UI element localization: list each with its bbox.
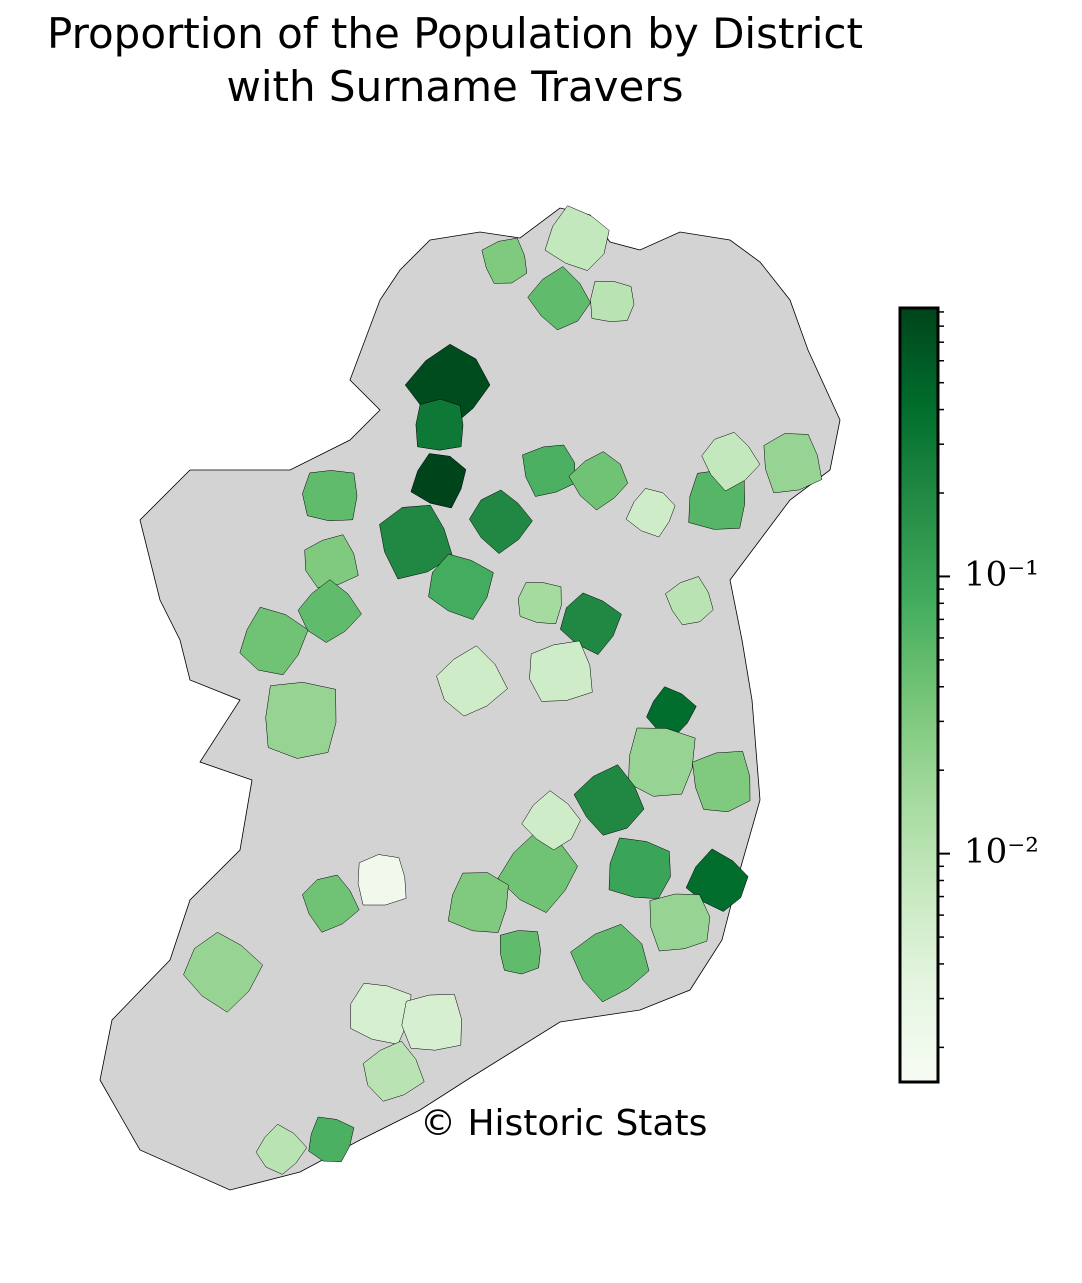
district bbox=[183, 932, 264, 1013]
title-line: Proportion of the Population by District bbox=[47, 9, 863, 58]
district bbox=[522, 444, 575, 497]
district bbox=[685, 848, 749, 912]
district bbox=[363, 1040, 425, 1102]
district bbox=[302, 470, 358, 522]
district bbox=[573, 764, 645, 836]
district bbox=[481, 237, 528, 284]
district bbox=[570, 924, 650, 1003]
district bbox=[379, 504, 453, 580]
district bbox=[527, 266, 591, 331]
colorbar: 10⁻¹ 10⁻² bbox=[898, 306, 1039, 1084]
district bbox=[608, 837, 671, 899]
district bbox=[568, 451, 629, 511]
district bbox=[239, 606, 309, 676]
district bbox=[436, 645, 508, 717]
tick-label: 10⁻² bbox=[964, 832, 1039, 872]
district bbox=[544, 205, 610, 271]
district bbox=[357, 854, 407, 906]
district bbox=[469, 489, 533, 554]
district bbox=[410, 453, 467, 509]
district bbox=[560, 592, 622, 655]
district bbox=[625, 488, 676, 538]
district bbox=[308, 1116, 355, 1162]
district bbox=[529, 640, 593, 702]
colorbar-fill bbox=[898, 306, 940, 1084]
district bbox=[265, 682, 337, 759]
district bbox=[701, 432, 761, 492]
district bbox=[428, 553, 494, 620]
district bbox=[255, 1123, 308, 1175]
title-line: with Surname Travers bbox=[226, 62, 683, 111]
district bbox=[763, 433, 823, 494]
district bbox=[415, 398, 464, 451]
district bbox=[649, 893, 711, 952]
district bbox=[665, 576, 714, 626]
district bbox=[500, 930, 541, 975]
district bbox=[497, 833, 578, 913]
district bbox=[447, 872, 509, 933]
map bbox=[99, 205, 841, 1191]
district bbox=[590, 280, 635, 322]
district bbox=[628, 727, 696, 797]
district bbox=[401, 993, 462, 1051]
district bbox=[517, 582, 562, 625]
district bbox=[692, 751, 751, 813]
credit: © Historic Stats bbox=[420, 1103, 707, 1144]
district bbox=[521, 790, 581, 851]
district bbox=[302, 874, 360, 933]
district bbox=[350, 982, 412, 1045]
district bbox=[646, 686, 697, 737]
tick-label: 10⁻¹ bbox=[964, 554, 1039, 594]
district bbox=[297, 579, 362, 643]
